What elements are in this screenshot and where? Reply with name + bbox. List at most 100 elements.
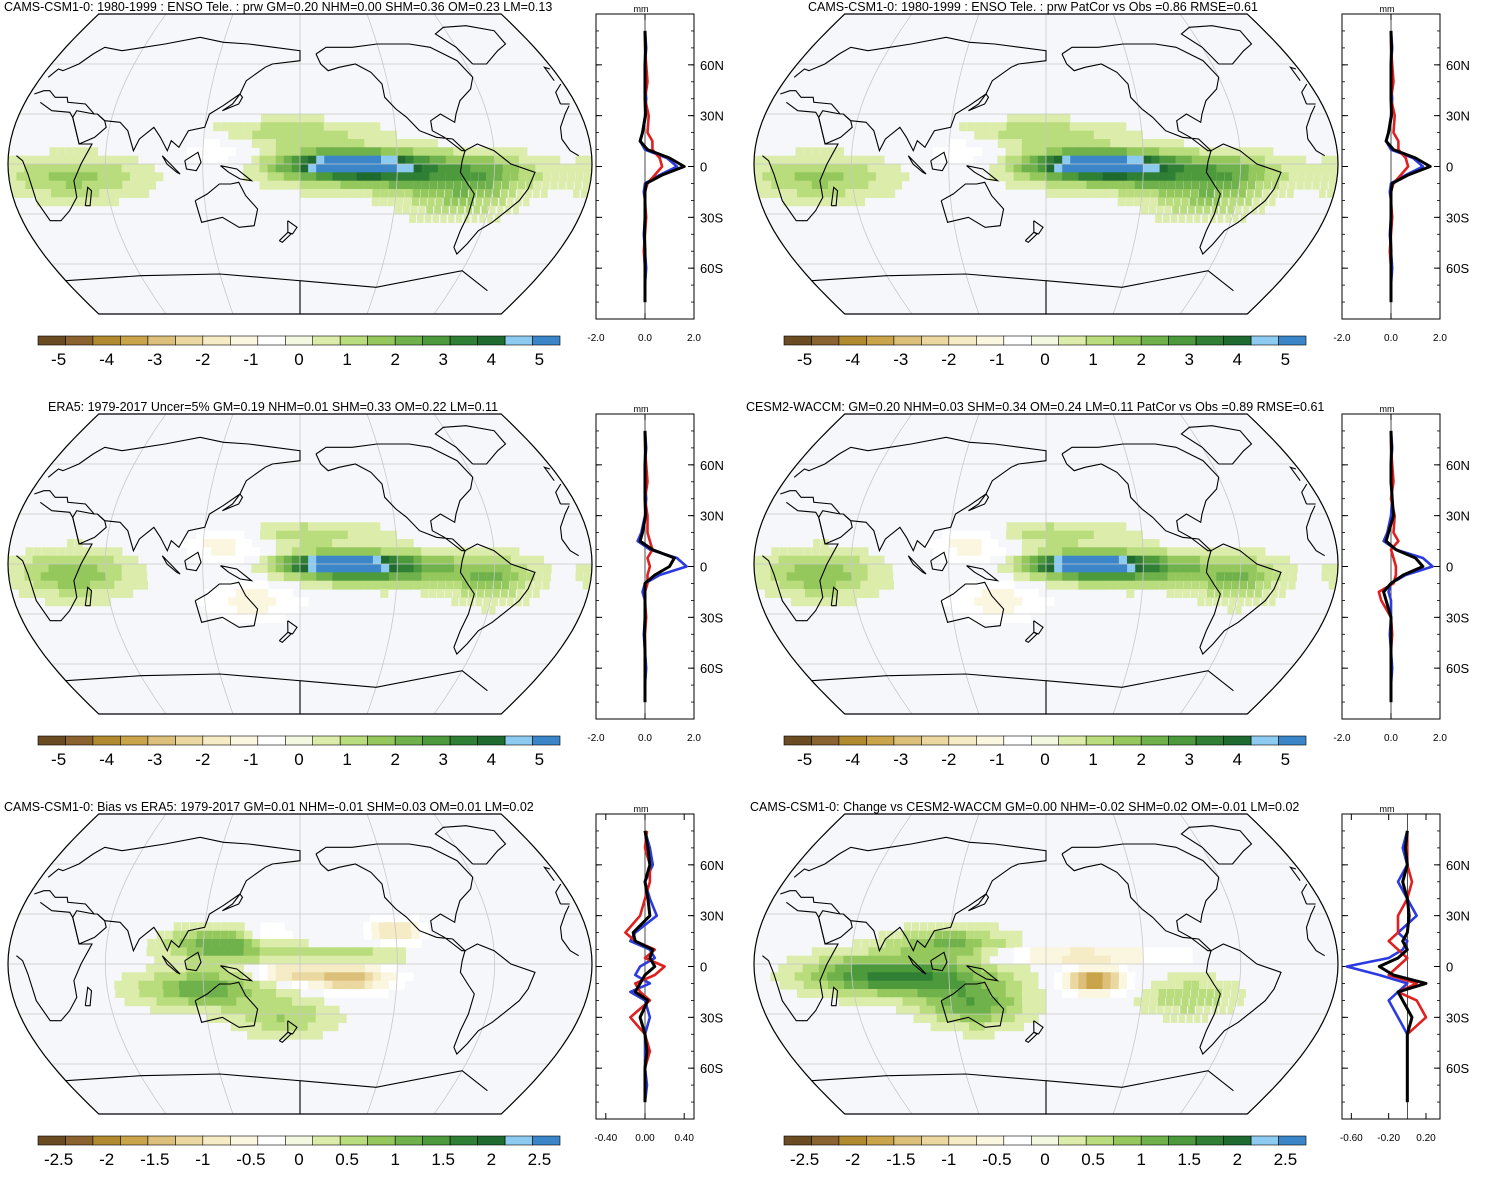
- colorbar-swatch: [1168, 335, 1197, 346]
- colorbar-swatch: [504, 735, 533, 746]
- zonal-mean-plot: mm 60N 30N 0 30S 60S -0.60 -0.20 0.20: [1340, 804, 1470, 1144]
- colorbar-tick-label: 0: [1040, 750, 1049, 769]
- colorbar-tick-label: 2.5: [1274, 1150, 1298, 1169]
- map-panel-1: CAMS-CSM1-0: 1980-1999 : ENSO Tele. : pr…: [0, 0, 745, 391]
- zonal-x-tick-label: -0.60: [1340, 1133, 1363, 1144]
- map-panel-2: CAMS-CSM1-0: 1980-1999 : ENSO Tele. : pr…: [746, 0, 1491, 391]
- colorbar-swatch: [976, 1135, 1005, 1146]
- colorbar-swatch: [339, 1135, 369, 1146]
- colorbar: -2.5 -2 -1.5 -1 -0.5 0 0.5 1 1.5 2 2.5: [783, 1135, 1307, 1169]
- colorbar-swatch: [1278, 335, 1307, 346]
- zonal-mean-plot: mm 60N 30N 0 30S 60S -2.0 0.0 2.0: [1333, 404, 1469, 744]
- colorbar: -5 -4 -3 -2 -1 0 1 2 3 4 5: [783, 735, 1307, 769]
- colorbar-swatch: [147, 1135, 176, 1146]
- colorbar-swatch: [120, 1135, 149, 1146]
- world-map: [753, 13, 1339, 315]
- colorbar-tick-label: -1.5: [140, 1150, 169, 1169]
- colorbar-swatch: [477, 1135, 506, 1146]
- colorbar-swatch: [893, 1135, 922, 1146]
- map-border: [7, 813, 593, 1115]
- coastlines: [762, 825, 1325, 1114]
- panel-graphics: -2.5 -2 -1.5 -1 -0.5 0 0.5 1 1.5 2 2.5 mm 60N 30N 0 30S…: [753, 804, 1470, 1169]
- colorbar-swatch: [1250, 1135, 1279, 1146]
- colorbar-swatch: [1085, 1135, 1115, 1146]
- colorbar-tick-label: -0.5: [236, 1150, 265, 1169]
- zonal-x-tick-label: -2.0: [1333, 333, 1351, 344]
- zonal-lat-tick-label: 30N: [1446, 109, 1470, 124]
- colorbar-tick-label: -4: [845, 350, 860, 369]
- panel-title: CAMS-CSM1-0: Bias vs ERA5: 1979-2017 GM=…: [4, 800, 534, 814]
- colorbar-swatch: [1140, 335, 1170, 346]
- colorbar-swatch: [976, 335, 1005, 346]
- world-map: [7, 813, 593, 1115]
- colorbar-tick-label: 2: [390, 750, 399, 769]
- colorbar-tick-label: 3: [1184, 750, 1193, 769]
- colorbar-tick-label: -0.5: [982, 1150, 1011, 1169]
- zonal-x-tick-label: 0.0: [638, 333, 652, 344]
- zonal-lat-tick-label: 60N: [700, 858, 724, 873]
- colorbar-tick-label: 0: [1040, 1150, 1049, 1169]
- zonal-unit-label: mm: [1380, 4, 1395, 14]
- coastlines: [762, 25, 1325, 314]
- map-border: [7, 13, 593, 315]
- colorbar-swatch: [838, 335, 867, 346]
- zonal-lat-tick-label: 30N: [1446, 909, 1470, 924]
- colorbar-swatch: [394, 735, 424, 746]
- colorbar-swatch: [921, 335, 950, 346]
- colorbar-swatch: [92, 735, 121, 746]
- zonal-x-tick-label: 0.0: [1384, 733, 1398, 744]
- colorbar-tick-label: -4: [99, 750, 114, 769]
- colorbar-swatch: [976, 735, 1005, 746]
- colorbar-tick-label: -1: [941, 1150, 956, 1169]
- colorbar-swatch: [339, 335, 369, 346]
- zonal-x-tick-label: 0.20: [1416, 1133, 1436, 1144]
- colorbar-tick-label: -3: [147, 750, 162, 769]
- colorbar-tick-label: -1: [989, 350, 1004, 369]
- colorbar-tick-label: -1.5: [886, 1150, 915, 1169]
- colorbar-swatch: [838, 1135, 867, 1146]
- colorbar-tick-label: 3: [438, 750, 447, 769]
- colorbar-swatch: [175, 1135, 204, 1146]
- zonal-lat-tick-label: 60S: [1446, 661, 1469, 676]
- colorbar-tick-label: -2: [941, 350, 956, 369]
- shaded-field: [754, 522, 1338, 623]
- colorbar-swatch: [1085, 335, 1115, 346]
- colorbar-tick-label: 0.5: [335, 1150, 359, 1169]
- colorbar-swatch: [312, 735, 341, 746]
- shaded-field: [754, 114, 1338, 223]
- panel-graphics: -2.5 -2 -1.5 -1 -0.5 0 0.5 1 1.5 2 2.5 mm 60N 30N 0 30S…: [7, 804, 724, 1169]
- panel-graphics: -5 -4 -3 -2 -1 0 1 2 3 4 5 mm 60N 30N 0 30S 60S -2.0 0.0 2.…: [7, 4, 724, 369]
- zonal-lat-tick-label: 30S: [1446, 1010, 1469, 1025]
- zonal-plot-frame: [1341, 813, 1441, 1120]
- colorbar-swatch: [37, 1135, 66, 1146]
- colorbar-tick-label: -2: [845, 1150, 860, 1169]
- zonal-unit-label: mm: [634, 4, 649, 14]
- colorbar-tick-label: -5: [797, 750, 812, 769]
- zonal-lat-tick-label: 0: [700, 160, 707, 175]
- zonal-lat-tick-label: 60S: [1446, 1061, 1469, 1076]
- shaded-field: [114, 914, 430, 1040]
- coastlines: [762, 425, 1325, 714]
- colorbar-swatch: [284, 1135, 314, 1146]
- panel-graphics: -5 -4 -3 -2 -1 0 1 2 3 4 5 mm 60N 30N 0 30S 60S -2.0 0.0 2.…: [753, 404, 1470, 769]
- zonal-x-tick-label: 2.0: [687, 733, 701, 744]
- zonal-lat-tick-label: 60S: [700, 261, 723, 276]
- zonal-lat-tick-label: 30N: [700, 109, 724, 124]
- colorbar-swatch: [202, 735, 231, 746]
- colorbar-tick-label: 5: [535, 350, 544, 369]
- colorbar-swatch: [866, 335, 895, 346]
- colorbar-tick-label: 2: [487, 1150, 496, 1169]
- colorbar-tick-label: -3: [893, 750, 908, 769]
- zonal-line-black: [638, 430, 676, 703]
- colorbar-swatch: [1140, 735, 1170, 746]
- colorbar-tick-label: 1: [1088, 750, 1097, 769]
- zonal-line-black: [1377, 830, 1428, 1103]
- colorbar-swatch: [1278, 1135, 1307, 1146]
- panel-title: CAMS-CSM1-0: 1980-1999 : ENSO Tele. : pr…: [4, 0, 553, 14]
- colorbar-swatch: [1223, 1135, 1252, 1146]
- colorbar-swatch: [532, 735, 561, 746]
- colorbar-swatch: [1223, 735, 1252, 746]
- colorbar-swatch: [202, 335, 231, 346]
- map-panel-6: CAMS-CSM1-0: Change vs CESM2-WACCM GM=0.…: [746, 800, 1491, 1191]
- colorbar-swatch: [394, 1135, 424, 1146]
